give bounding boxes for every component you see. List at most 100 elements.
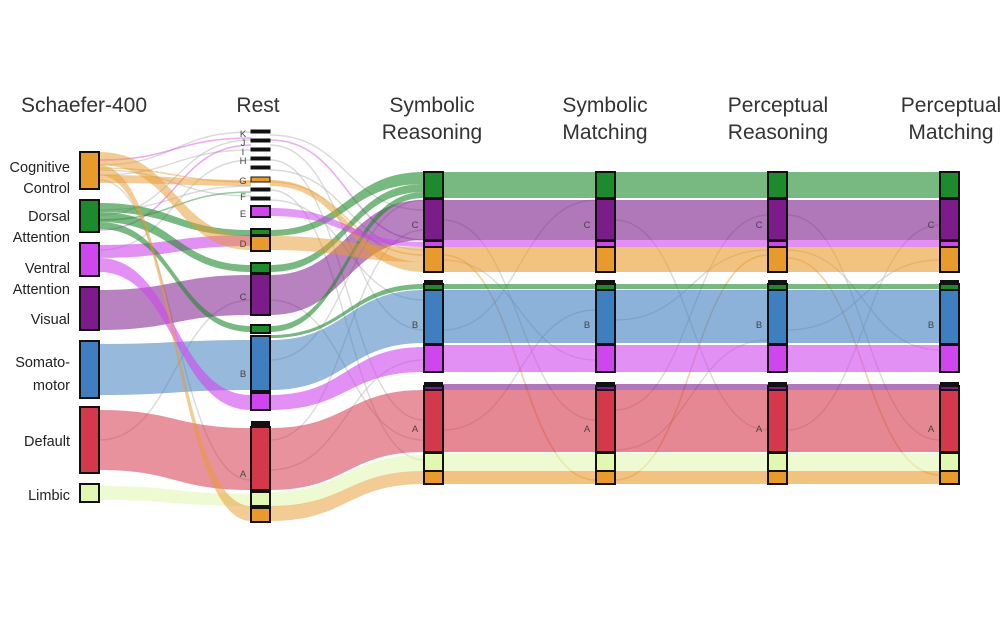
rest-small-module xyxy=(250,176,271,183)
task-module-c xyxy=(423,246,444,273)
flow-rest-task xyxy=(270,471,424,521)
flow-schaefer-rest xyxy=(99,222,251,332)
schaefer-network-node xyxy=(79,151,100,190)
flow-rest-task xyxy=(270,208,424,247)
rest-small-module xyxy=(250,138,271,143)
task-module-letter: B xyxy=(584,320,590,331)
task-module-c xyxy=(423,171,444,199)
task-module-b xyxy=(939,289,960,345)
faint-ribbon xyxy=(98,149,252,176)
flow-task-task xyxy=(787,284,940,289)
rest-module-d xyxy=(250,235,271,252)
task-module-a xyxy=(939,389,960,453)
rest-module-letter: B xyxy=(240,369,246,380)
task-module-c xyxy=(595,171,616,199)
task-module-a xyxy=(768,382,787,386)
task-module-letter: C xyxy=(928,220,935,231)
rest-small-module xyxy=(250,165,271,170)
column-title: Matching xyxy=(908,121,993,144)
flow-task-task xyxy=(615,345,768,372)
task-module-c xyxy=(423,198,444,241)
task-module-a xyxy=(939,470,960,485)
task-module-a xyxy=(424,382,443,386)
flow-task-task xyxy=(615,290,768,343)
flow-task-task xyxy=(615,200,768,240)
flow-task-task xyxy=(787,240,940,247)
task-module-letter: A xyxy=(412,424,419,435)
task-module-b xyxy=(595,344,616,373)
flow-task-task xyxy=(443,284,596,289)
schaefer-network-node xyxy=(79,286,100,331)
task-module-c xyxy=(939,246,960,273)
task-module-b xyxy=(595,289,616,345)
flow-ribbons xyxy=(98,131,941,521)
rest-module-letter: D xyxy=(240,239,247,250)
column-title: Reasoning xyxy=(728,121,828,144)
task-module-a xyxy=(423,452,444,472)
rest-module-letter: A xyxy=(240,469,247,480)
flow-task-task xyxy=(615,247,768,272)
network-label: Default xyxy=(24,434,70,450)
task-module-a xyxy=(595,470,616,485)
task-module-c xyxy=(595,246,616,273)
flow-task-task xyxy=(787,384,940,390)
task-module-c xyxy=(767,246,788,273)
rest-small-module xyxy=(250,147,271,152)
flow-task-task xyxy=(787,172,940,198)
flow-task-task xyxy=(443,345,596,372)
schaefer-network-node xyxy=(79,340,100,399)
task-module-b xyxy=(423,344,444,373)
task-module-b xyxy=(939,344,960,373)
task-module-b xyxy=(424,280,443,284)
network-label: Attention xyxy=(13,230,70,246)
network-label: motor xyxy=(33,378,70,394)
flow-rest-task xyxy=(270,284,424,338)
task-module-letter: B xyxy=(756,320,762,331)
flow-task-task xyxy=(443,390,596,452)
rest-module-letter: J xyxy=(241,138,246,149)
flow-task-task xyxy=(615,240,768,247)
task-module-letter: A xyxy=(928,424,935,435)
rest-module-a xyxy=(251,421,270,426)
flow-task-task xyxy=(787,290,940,343)
flow-task-task xyxy=(615,453,768,471)
task-module-c xyxy=(595,198,616,241)
flow-schaefer-rest xyxy=(99,212,251,272)
task-module-letter: A xyxy=(584,424,591,435)
flow-rest-task xyxy=(270,172,424,236)
network-label: Ventral xyxy=(25,261,70,277)
rest-module-b xyxy=(250,392,271,411)
flow-schaefer-rest xyxy=(99,275,251,330)
rest-module-a xyxy=(250,507,271,523)
task-module-letter: B xyxy=(928,320,934,331)
task-module-letter: A xyxy=(756,424,763,435)
flow-task-task xyxy=(443,247,596,272)
flow-task-task xyxy=(443,172,596,198)
tinted-thin-ribbon xyxy=(98,144,252,231)
rest-module-letter: K xyxy=(240,129,247,140)
column-title: Perceptual xyxy=(901,94,1001,117)
column-title: Perceptual xyxy=(728,94,828,117)
task-module-a xyxy=(940,382,959,386)
flow-schaefer-rest xyxy=(99,340,251,395)
flow-task-task xyxy=(443,240,596,247)
flow-task-task xyxy=(615,284,768,289)
rest-module-letter: G xyxy=(239,176,246,187)
rest-module-c xyxy=(250,262,271,274)
flow-task-task xyxy=(615,384,768,390)
task-module-b xyxy=(940,280,959,284)
flow-rest-task xyxy=(270,192,424,332)
flow-task-task xyxy=(443,471,596,484)
flow-task-task xyxy=(787,247,940,272)
flow-rest-task xyxy=(270,347,424,410)
flow-task-task xyxy=(787,453,940,471)
schaefer-network-node xyxy=(79,406,100,474)
task-module-a xyxy=(939,452,960,472)
task-module-b xyxy=(423,289,444,345)
task-module-b xyxy=(767,289,788,345)
task-module-letter: C xyxy=(584,220,591,231)
task-module-a xyxy=(767,470,788,485)
task-module-a xyxy=(767,452,788,472)
rest-module-letter: E xyxy=(240,209,246,220)
